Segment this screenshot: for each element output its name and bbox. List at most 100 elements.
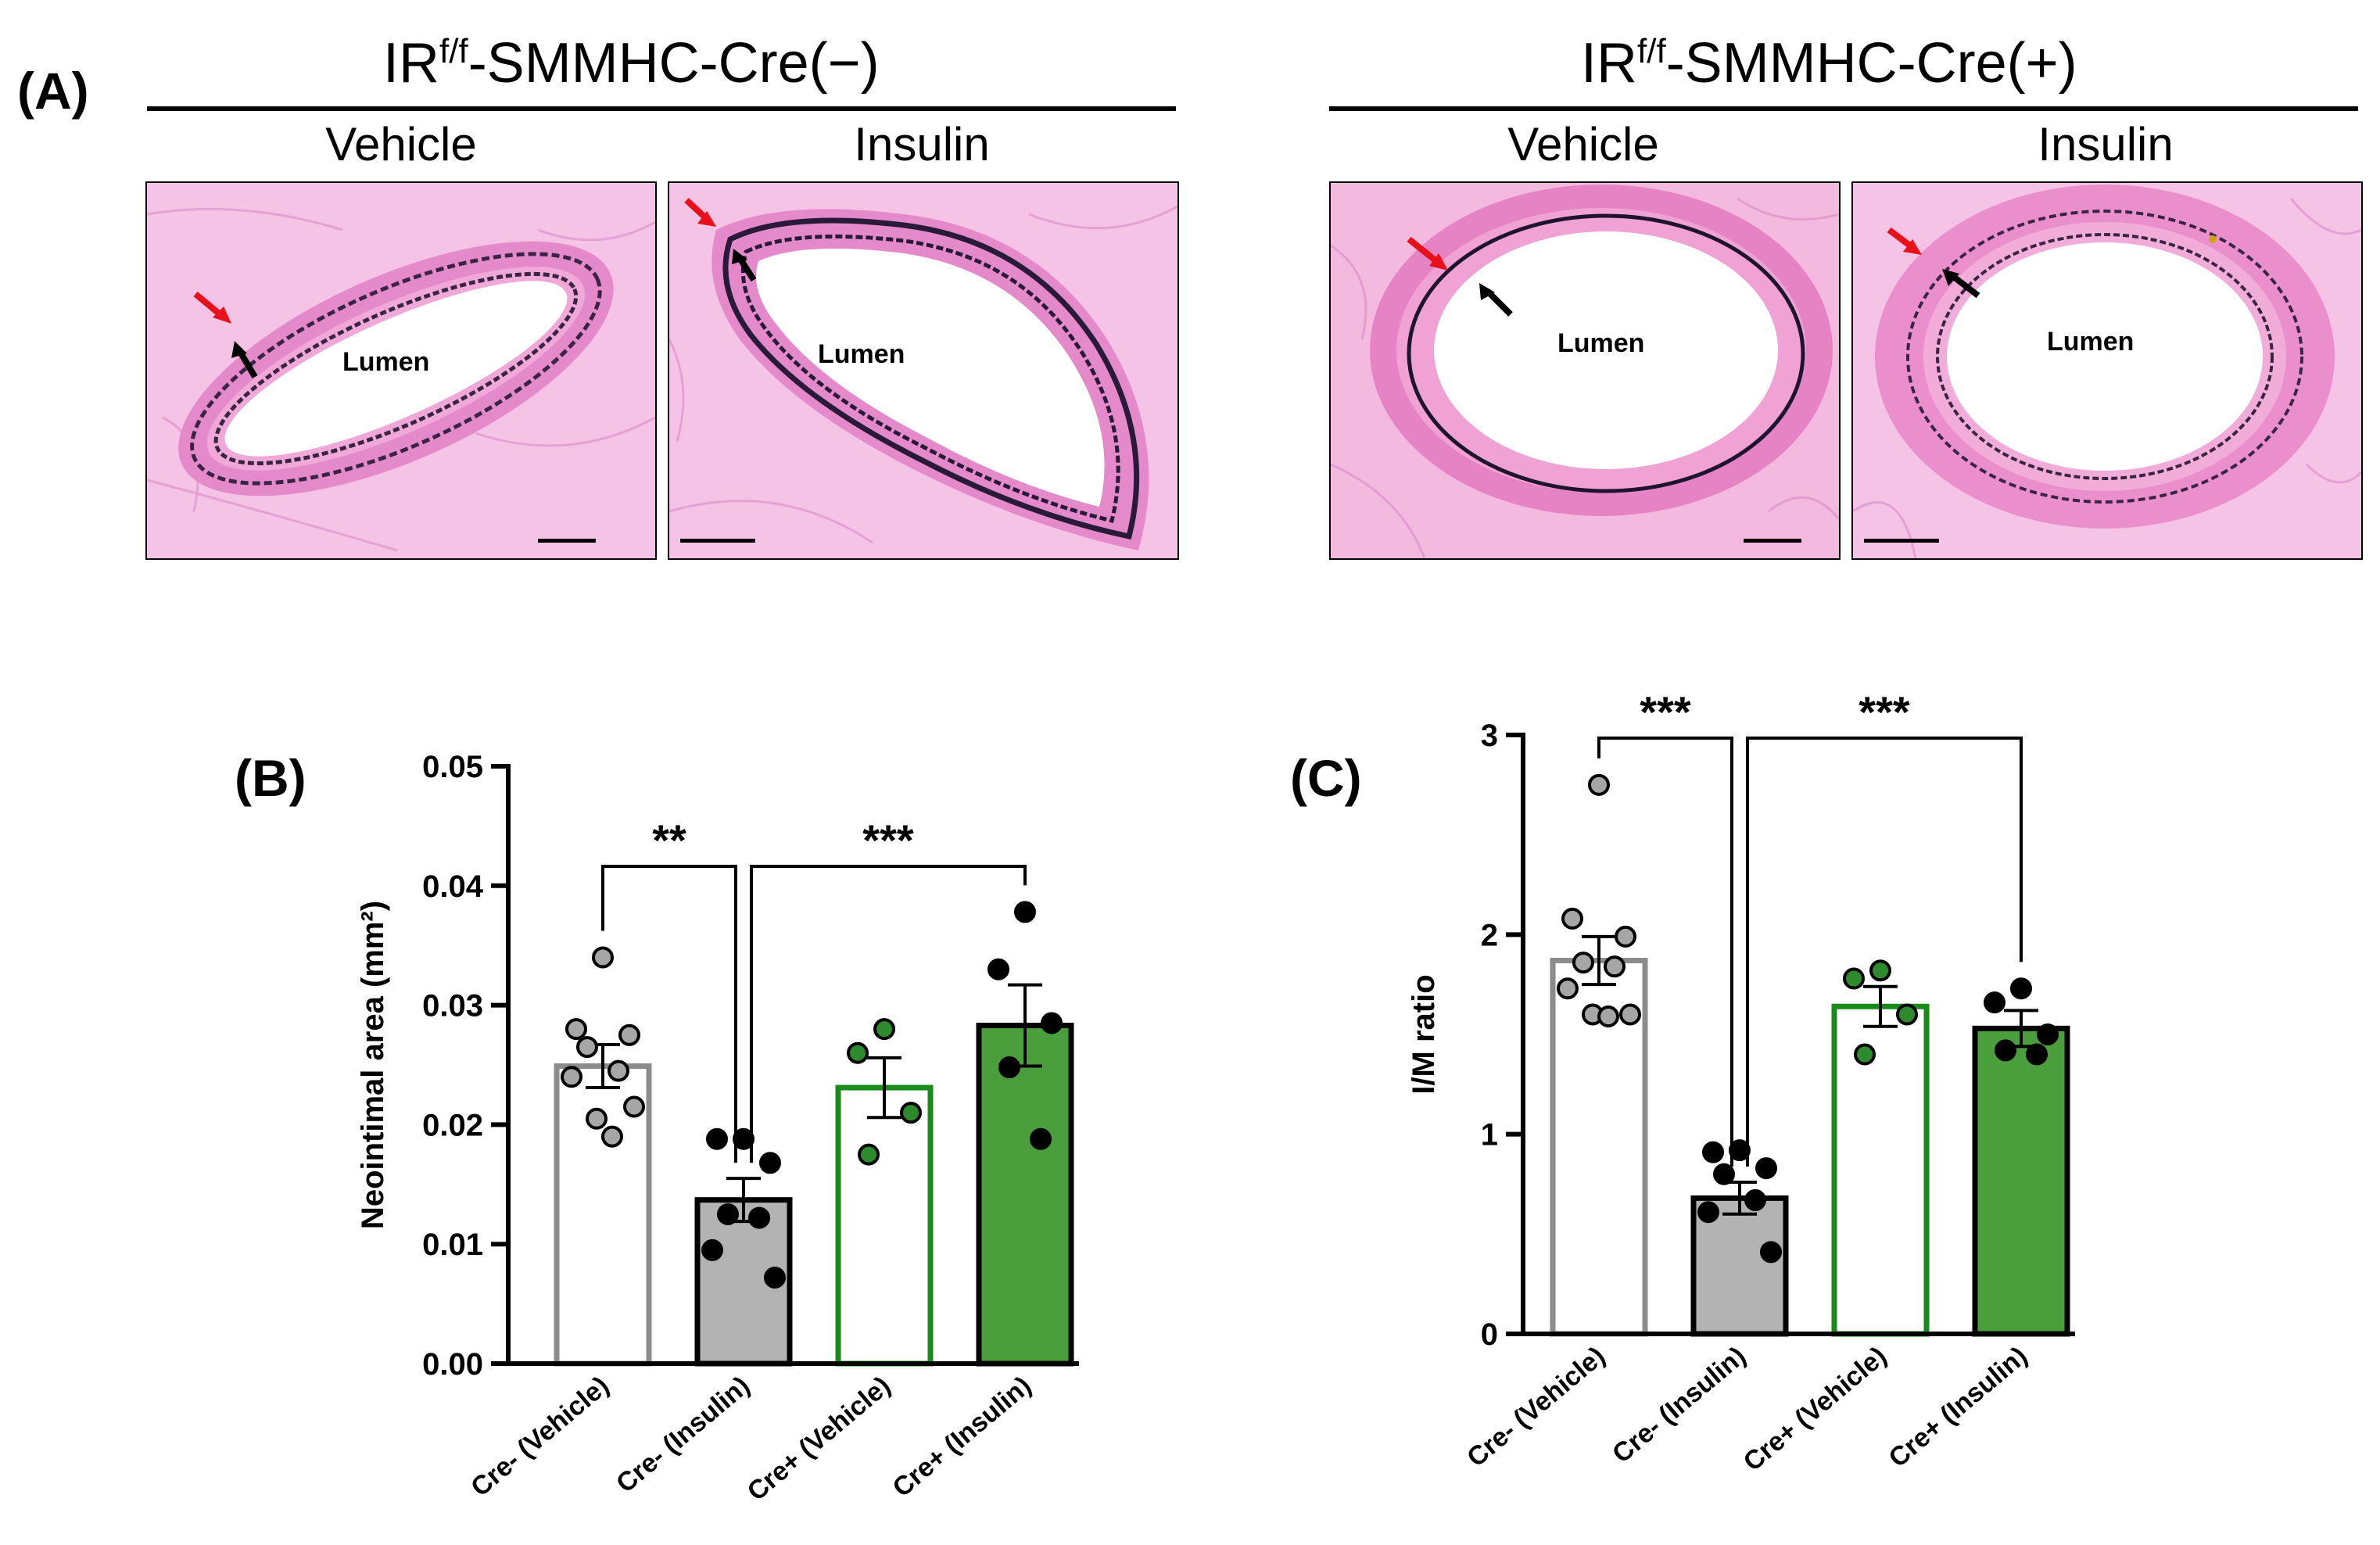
data-point — [1755, 1157, 1777, 1180]
panel-a-label: (A) — [17, 62, 89, 120]
y-tick-label: 0.05 — [422, 750, 483, 784]
column-title-vehicle-cre-neg: Vehicle — [325, 118, 477, 170]
data-point — [1030, 1127, 1052, 1150]
data-point — [618, 1023, 640, 1046]
data-point — [1615, 925, 1636, 948]
data-point — [1995, 1039, 2016, 1062]
y-tick-label: 0 — [1481, 1317, 1498, 1352]
micrograph-image — [147, 183, 655, 558]
data-point — [987, 958, 1009, 980]
group-underline-cre-pos — [1329, 106, 2358, 111]
x-tick-label: Cre+ (Insulin) — [887, 1371, 1038, 1503]
data-point — [565, 1018, 587, 1041]
data-point — [586, 1107, 608, 1130]
group-title-cre-neg: IRf/f-SMMHC-Cre(−) — [383, 31, 880, 95]
data-point — [1588, 773, 1610, 796]
data-point — [764, 1266, 786, 1289]
bar — [1831, 1003, 1930, 1337]
data-point — [873, 1018, 895, 1041]
group-title-suffix: -SMMHC-Cre(−) — [468, 32, 880, 95]
column-title-insulin-cre-neg: Insulin — [854, 118, 990, 170]
micrograph-image — [1331, 183, 1839, 558]
data-point — [1760, 1241, 1782, 1264]
data-point — [1896, 1003, 1918, 1026]
data-point — [1713, 1163, 1735, 1185]
micrograph-cre-neg-vehicle: Lumen — [145, 181, 657, 560]
y-tick-label: 1 — [1481, 1118, 1498, 1152]
group-title-sup: f/f — [1637, 32, 1666, 70]
data-point — [1597, 1006, 1619, 1028]
micrograph-cre-pos-insulin: Lumen — [1851, 181, 2363, 560]
data-point — [1869, 959, 1891, 982]
micrograph-image — [669, 183, 1177, 558]
data-point — [601, 1125, 623, 1148]
y-tick-label: 3 — [1481, 719, 1498, 753]
data-point — [717, 1203, 739, 1225]
data-point — [561, 1066, 582, 1088]
data-point — [1572, 952, 1594, 974]
data-point — [1041, 1012, 1063, 1034]
significance-label: *** — [1858, 688, 1910, 737]
data-point — [1697, 1201, 1719, 1224]
data-point — [2010, 977, 2032, 1000]
significance-bracket — [1597, 737, 1733, 1167]
significance-bracket — [1746, 737, 2023, 1167]
data-point — [1557, 977, 1579, 1000]
bar — [1972, 1025, 2070, 1337]
column-title-insulin-cre-pos: Insulin — [2038, 118, 2174, 170]
y-tick-label: 0.02 — [422, 1108, 483, 1142]
y-tick-label: 0.03 — [422, 989, 483, 1023]
data-point — [1984, 991, 2005, 1014]
panel-label: (B) — [235, 749, 306, 807]
micrograph-image — [1853, 183, 2361, 558]
lumen-label: Lumen — [2047, 327, 2134, 357]
data-point — [858, 1143, 880, 1166]
data-point — [1854, 1043, 1876, 1066]
data-point — [998, 1056, 1020, 1079]
significance-bracket — [750, 865, 1027, 1163]
data-point — [1561, 907, 1583, 930]
y-axis-label: I/M ratio — [1407, 974, 1441, 1094]
data-point — [2037, 1023, 2059, 1045]
group-title-prefix: IR — [1581, 32, 1637, 95]
group-underline-cre-neg — [147, 106, 1176, 111]
data-point — [1014, 901, 1036, 923]
data-point — [2026, 1043, 2048, 1066]
significance-label: *** — [862, 816, 914, 865]
data-point — [623, 1095, 645, 1118]
data-point — [847, 1041, 869, 1064]
x-tick-label: Cre- (Vehicle) — [465, 1371, 615, 1503]
panel-label: (C) — [1290, 749, 1362, 807]
group-title-cre-pos: IRf/f-SMMHC-Cre(+) — [1581, 31, 2077, 95]
x-tick-label: Cre+ (Insulin) — [1884, 1341, 2034, 1473]
significance-bracket — [601, 865, 737, 1163]
x-tick-label: Cre+ (Vehicle) — [742, 1371, 896, 1507]
group-title-sup: f/f — [439, 32, 468, 70]
data-point — [1619, 1003, 1641, 1026]
x-tick-label: Cre- (Vehicle) — [1461, 1341, 1611, 1473]
chart-b: (B) 0.00 0.01 0.02 0.03 0.04 0.05 Neointimal ar… — [235, 749, 1079, 1507]
data-point — [1744, 1188, 1766, 1211]
micrograph-cre-neg-insulin: Lumen — [668, 181, 1179, 560]
bar — [835, 1084, 934, 1367]
y-tick-label: 0.01 — [422, 1228, 483, 1262]
lumen-label: Lumen — [818, 339, 905, 369]
y-axis-label: Neointimal area (mm²) — [356, 901, 390, 1229]
x-tick-label: Cre- (Insulin) — [611, 1371, 755, 1499]
significance-label: *** — [1640, 688, 1691, 737]
data-point — [1604, 955, 1625, 978]
x-tick-label: Cre+ (Vehicle) — [1738, 1341, 1892, 1477]
micrograph-cre-pos-vehicle: Lumen — [1329, 181, 1841, 560]
data-point — [701, 1239, 723, 1261]
column-title-vehicle-cre-pos: Vehicle — [1507, 118, 1659, 170]
data-point — [1702, 1141, 1724, 1163]
y-tick-label: 2 — [1481, 918, 1498, 952]
data-point — [608, 1059, 629, 1082]
data-point — [900, 1102, 922, 1124]
data-point — [706, 1127, 728, 1150]
data-point — [748, 1206, 770, 1229]
data-point — [1843, 967, 1865, 990]
group-title-suffix: -SMMHC-Cre(+) — [1665, 32, 2077, 95]
significance-label: ** — [652, 816, 686, 865]
lumen-label: Lumen — [342, 347, 430, 377]
